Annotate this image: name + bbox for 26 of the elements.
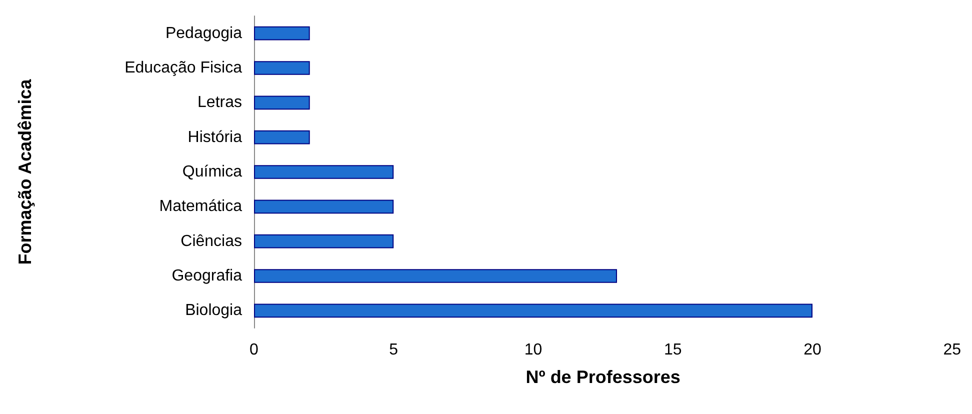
x-tick-label: 25 — [943, 342, 962, 358]
bar — [254, 26, 310, 40]
bar — [254, 130, 310, 144]
y-tick-label: Educação Fisica — [124, 60, 242, 76]
bar — [254, 234, 394, 248]
bar — [254, 61, 310, 75]
x-tick-label: 10 — [524, 342, 542, 358]
y-tick-label: Química — [182, 164, 242, 180]
x-tick-label: 0 — [250, 342, 259, 358]
bar — [254, 165, 394, 179]
x-tick-label: 15 — [664, 342, 682, 358]
y-tick-label: Letras — [198, 94, 242, 112]
x-axis-title: Nº de Professores — [526, 367, 680, 387]
y-tick-label: Biologia — [185, 302, 242, 320]
y-tick-label: Matemática — [159, 198, 242, 216]
y-tick-label: História — [188, 128, 242, 146]
y-tick-label: Pedagogia — [165, 24, 242, 42]
bar — [254, 304, 812, 318]
bar — [254, 269, 618, 283]
y-tick-label: Geografia — [172, 268, 242, 284]
bar — [254, 200, 394, 214]
y-tick-label: Ciências — [180, 232, 242, 250]
bar — [254, 96, 310, 110]
x-tick-label: 20 — [804, 342, 822, 358]
x-tick-label: 5 — [389, 342, 398, 358]
y-axis-title: Formação Acadêmica — [15, 78, 35, 265]
